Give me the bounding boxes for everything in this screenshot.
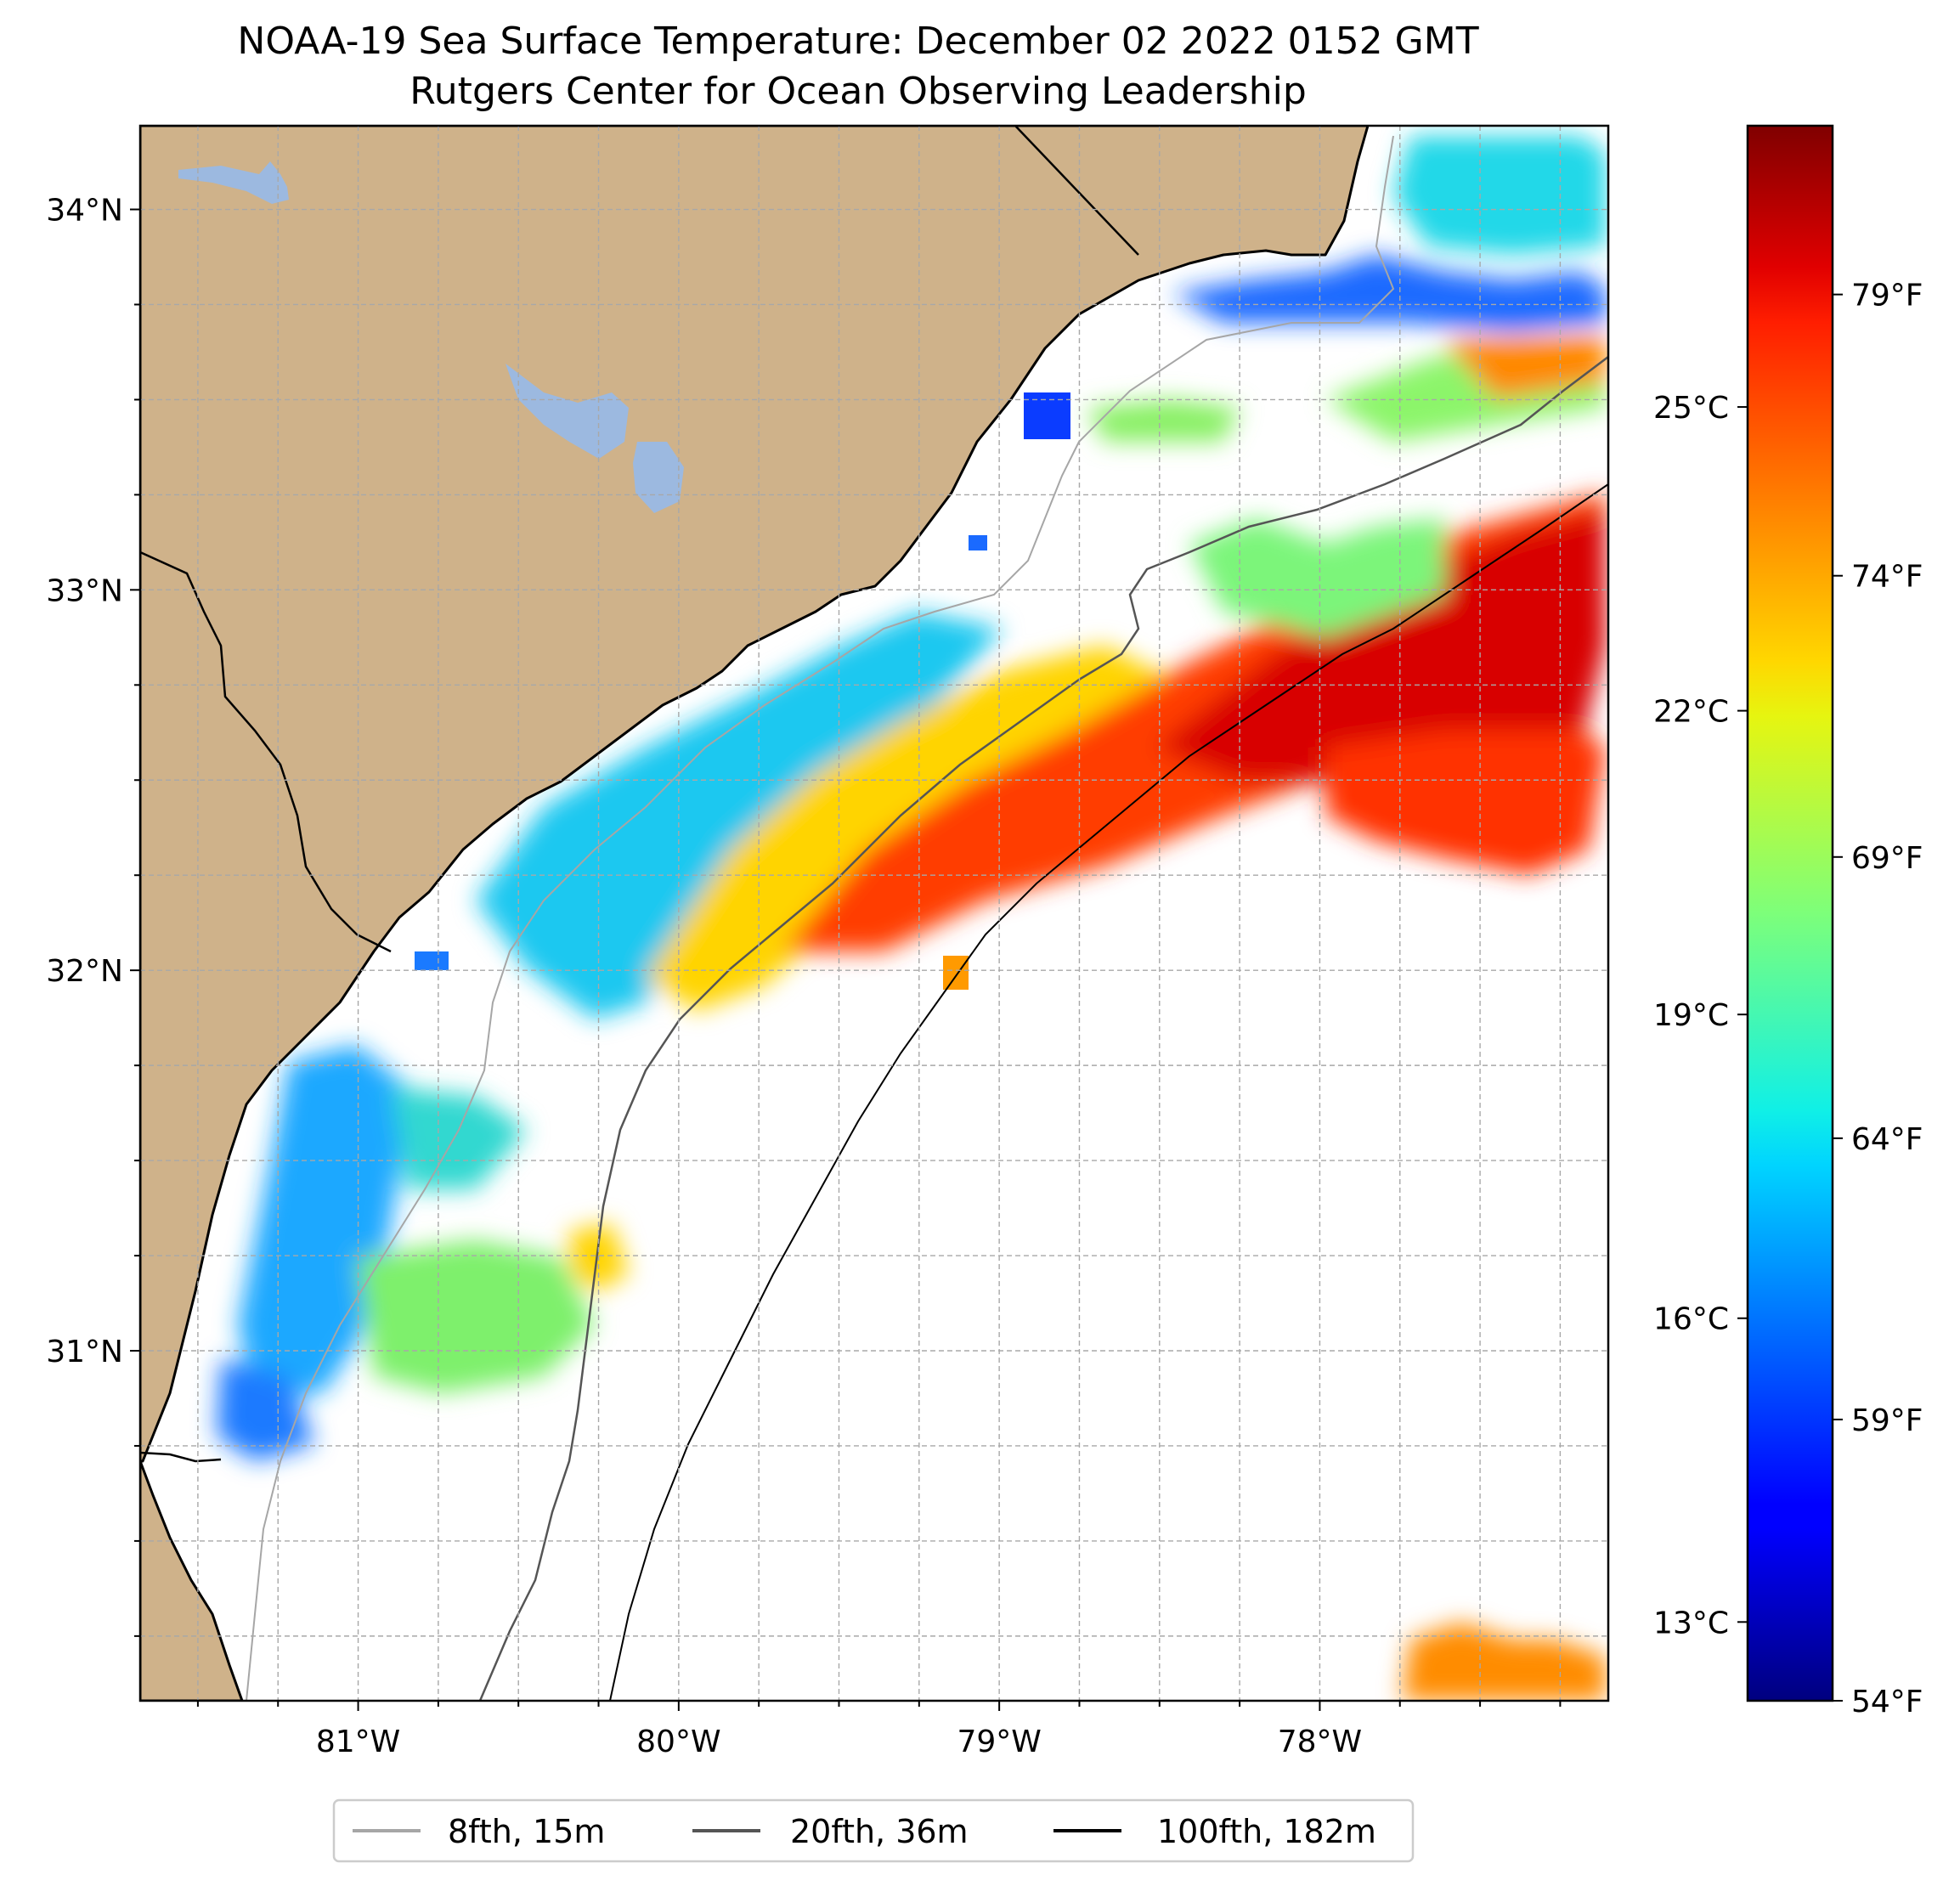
sst-patch-south-green (357, 1240, 595, 1393)
sst-spot-blue-1 (1024, 392, 1070, 439)
sst-spot-blue-2 (969, 535, 987, 550)
sst-patch-se-corner (1402, 1623, 1606, 1701)
map-frame (138, 124, 1610, 1702)
sst-spot-blue-3 (415, 951, 449, 970)
colorbar-gradient (1746, 124, 1834, 1702)
map-title-line1: NOAA-19 Sea Surface Temperature: Decembe… (237, 20, 1478, 63)
colorbar-c-tick-label: 22°C (1653, 695, 1729, 730)
colorbar-f-tick-label: 64°F (1851, 1122, 1923, 1157)
legend-label-100fth: 100fth, 182m (1157, 1813, 1376, 1850)
y-tick-label: 31°N (46, 1335, 123, 1369)
colorbar-f-tick-label: 69°F (1851, 841, 1923, 876)
sst-patch-green-mid (1189, 518, 1444, 637)
state-border-sc-ga (140, 550, 392, 953)
colorbar-c-tick-label: 19°C (1653, 998, 1729, 1033)
colorbar: 79°F 74°F 69°F 64°F 59°F 54°F 25°C 22°C 19°C 16°C… (1653, 124, 1923, 1719)
sst-field (217, 136, 1606, 1701)
x-tick-label: 80°W (636, 1725, 720, 1759)
sst-band-eastern (1325, 731, 1606, 875)
sst-spot-orange (943, 956, 969, 990)
legend-label-8fth: 8fth, 15m (448, 1813, 605, 1850)
isobath-20fth (478, 356, 1608, 1701)
x-tick-label: 78°W (1278, 1725, 1362, 1759)
colorbar-f-tick-label: 59°F (1851, 1403, 1923, 1438)
x-tick-label: 79°W (957, 1725, 1041, 1759)
sst-patch-north-orange (1444, 336, 1606, 399)
land-southern-coast (140, 1460, 244, 1701)
sst-band-hot (1155, 510, 1606, 799)
map-area (140, 126, 1608, 1701)
land-mass (140, 126, 1370, 1463)
map-ticks: 81°W 80°W 79°W 78°W 34°N 33°N 32°N 31°N (46, 194, 1562, 1759)
y-tick-label: 33°N (46, 573, 123, 608)
isobath-8fth (246, 135, 1395, 1701)
sst-band-cool (476, 612, 1003, 1019)
legend-label-20fth: 20fth, 36m (790, 1813, 969, 1850)
colorbar-c-tick-label: 25°C (1653, 391, 1729, 426)
sst-patch-green-small (1087, 399, 1240, 442)
colorbar-ticks: 79°F 74°F 69°F 64°F 59°F 54°F 25°C 22°C 19°C 16°C… (1653, 279, 1923, 1719)
graticule (140, 126, 1608, 1701)
colorbar-f-tick-label: 79°F (1851, 279, 1923, 313)
colorbar-c-tick-label: 16°C (1653, 1302, 1729, 1337)
legend-box (332, 1798, 1415, 1863)
lake-north (178, 161, 289, 204)
state-border-ga-fl (140, 1451, 222, 1463)
isobath-100fth (609, 483, 1608, 1701)
x-tick-label: 81°W (316, 1725, 400, 1759)
colorbar-f-tick-label: 54°F (1851, 1685, 1923, 1719)
colorbar-c-tick-label: 13°C (1653, 1606, 1729, 1640)
legend: 8fth, 15m 20fth, 36m 100fth, 182m (332, 1798, 1415, 1863)
map-title-line2: Rutgers Center for Ocean Observing Leade… (410, 70, 1307, 113)
sst-patch-north-cyan (1393, 136, 1606, 255)
lake-marion (506, 364, 629, 459)
colorbar-f-tick-label: 74°F (1851, 560, 1923, 595)
y-tick-label: 32°N (46, 954, 123, 989)
y-tick-label: 34°N (46, 194, 123, 229)
sst-patch-south-cyan (391, 1087, 527, 1189)
state-border-nc-sc (1014, 126, 1139, 256)
